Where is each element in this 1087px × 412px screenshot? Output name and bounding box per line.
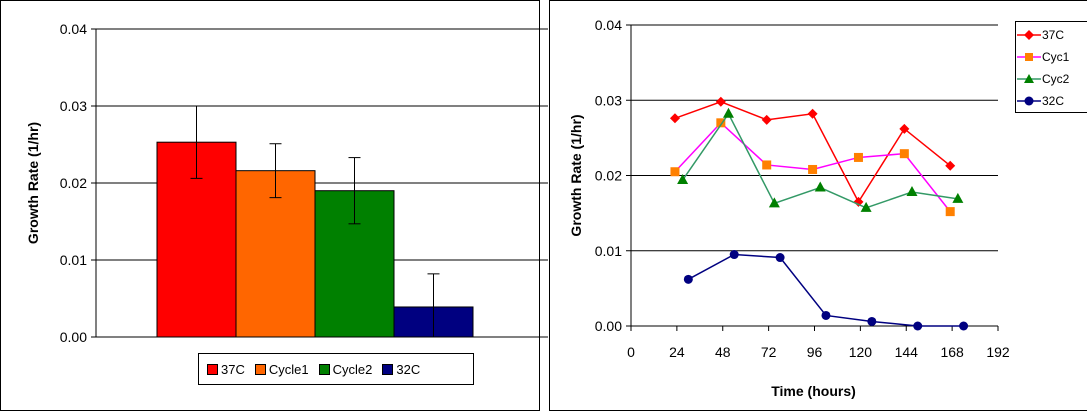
y-axis-title: Growth Rate (1/hr) xyxy=(25,122,41,244)
y-tick-label: 0.04 xyxy=(60,21,87,37)
point-cyc2 xyxy=(906,186,918,197)
bar-chart: 0.00 0.01 0.02 0.03 0.04 Growth Rate (1/hr) xyxy=(25,21,548,345)
legend-item-cycle2: Cycle2 xyxy=(318,361,373,377)
legend-label-cycle1: Cycle1 xyxy=(268,361,309,377)
point-32c xyxy=(775,253,785,263)
legend-item-37c-line: 37C xyxy=(1016,26,1064,44)
bar-chart-legend: 37C Cycle1 Cycle2 32C xyxy=(198,353,474,385)
legend-label-37c: 37C xyxy=(221,361,245,377)
point-32c xyxy=(959,321,969,331)
point-32c xyxy=(683,274,693,284)
point-37c xyxy=(715,96,726,107)
x-tick-label: 120 xyxy=(849,344,873,360)
legend-item-37c: 37C xyxy=(207,362,245,377)
legend-label-37c-line: 37C xyxy=(1042,28,1065,42)
point-cyc2 xyxy=(722,107,734,118)
legend-marker-37c xyxy=(1017,30,1041,40)
legend-label-32c-line: 32C xyxy=(1042,94,1065,108)
point-cyc2 xyxy=(677,174,689,185)
legend-marker-32c xyxy=(1017,96,1041,106)
legend-swatch-cycle1 xyxy=(254,363,266,375)
point-cyc1 xyxy=(808,164,818,174)
point-37c xyxy=(899,123,910,134)
y-tick-label: 0.03 xyxy=(595,92,622,108)
legend-label-cyc2: Cyc2 xyxy=(1042,72,1070,86)
x-tick-label: 144 xyxy=(895,344,919,360)
point-cyc1 xyxy=(762,160,772,170)
legend-label-cycle2: Cycle2 xyxy=(332,361,373,377)
y-tick-label: 0.03 xyxy=(60,98,87,114)
point-32c xyxy=(913,321,923,331)
x-tick-label: 168 xyxy=(940,344,964,360)
point-cyc2 xyxy=(768,197,780,208)
point-cyc1 xyxy=(853,152,863,162)
point-cyc1 xyxy=(670,167,680,177)
x-tick-label: 192 xyxy=(986,344,1010,360)
bar-chart-panel: 0.00 0.01 0.02 0.03 0.04 Growth Rate (1/hr) 3… xyxy=(0,0,548,411)
legend-item-cyc2: Cyc2 xyxy=(1016,70,1069,88)
point-cyc2 xyxy=(860,201,872,212)
legend-swatch-32c xyxy=(382,363,394,375)
point-cyc1 xyxy=(945,207,955,217)
y-tick-label: 0.02 xyxy=(595,168,622,184)
point-cyc1 xyxy=(716,118,726,128)
point-37c xyxy=(807,108,818,119)
x-tick-label: 0 xyxy=(627,344,635,360)
point-cyc2 xyxy=(814,181,826,192)
y-tick-label: 0.04 xyxy=(595,17,622,33)
legend-marker-cyc1 xyxy=(1017,53,1041,61)
line-chart: 0.00 0.01 0.02 0.03 0.04 0 24 48 72 96 120 144 168 19… xyxy=(568,17,1010,399)
legend-marker-cyc2 xyxy=(1017,74,1041,83)
line-chart-legend: 37C Cyc1 Cyc2 32C xyxy=(1015,21,1087,113)
x-tick-label: 48 xyxy=(715,344,731,360)
point-37c xyxy=(761,114,772,125)
legend-swatch-cycle2 xyxy=(318,363,330,375)
y-tick-label: 0.00 xyxy=(60,329,87,345)
point-32c xyxy=(821,310,831,320)
point-37c xyxy=(945,160,956,171)
point-32c xyxy=(729,250,739,260)
x-axis-title: Time (hours) xyxy=(771,383,856,399)
x-tick-label: 24 xyxy=(669,344,685,360)
point-37c xyxy=(669,113,680,124)
x-tick-label: 96 xyxy=(807,344,823,360)
line-chart-panel: 0.00 0.01 0.02 0.03 0.04 0 24 48 72 96 120 144 168 19… xyxy=(549,0,1087,411)
y-tick-label: 0.01 xyxy=(595,243,622,259)
legend-item-32c: 32C xyxy=(382,362,420,377)
point-cyc1 xyxy=(899,149,909,159)
y-tick-label: 0.01 xyxy=(60,252,87,268)
legend-item-32c-line: 32C xyxy=(1016,92,1064,110)
y-tick-label: 0.00 xyxy=(595,318,622,334)
x-tick-label: 72 xyxy=(761,344,777,360)
legend-swatch-37c xyxy=(207,363,218,375)
legend-item-cycle1: Cycle1 xyxy=(254,361,309,377)
point-32c xyxy=(867,316,877,326)
point-cyc2 xyxy=(952,192,964,203)
y-tick-label: 0.02 xyxy=(60,175,87,191)
legend-label-32c: 32C xyxy=(396,361,421,377)
legend-item-cyc1: Cyc1 xyxy=(1016,48,1069,66)
point-37c xyxy=(853,196,864,207)
y-axis-title: Growth Rate (1/hr) xyxy=(568,114,584,236)
legend-label-cyc1: Cyc1 xyxy=(1042,50,1070,64)
